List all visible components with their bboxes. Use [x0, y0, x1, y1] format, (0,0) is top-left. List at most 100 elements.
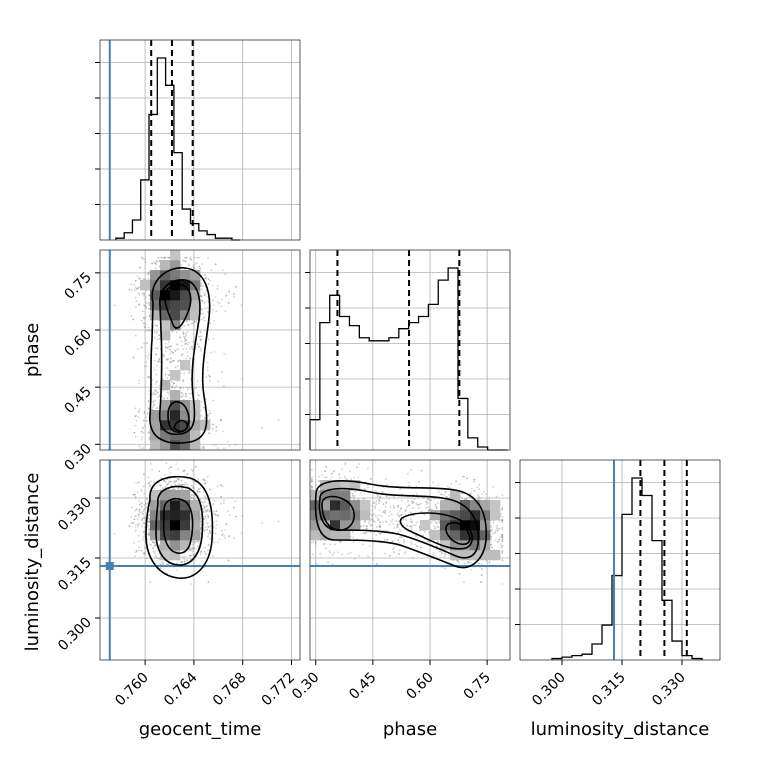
- scatter-point: [228, 514, 231, 517]
- scatter-point: [193, 321, 196, 323]
- scatter-point: [199, 339, 202, 341]
- scatter-point: [233, 293, 235, 295]
- panel-background: [100, 40, 300, 240]
- scatter-point: [166, 391, 169, 394]
- scatter-point: [143, 410, 146, 413]
- scatter-point: [154, 383, 157, 385]
- scatter-point: [183, 336, 186, 338]
- scatter-point: [171, 330, 174, 333]
- scatter-point: [147, 329, 150, 332]
- scatter-point: [151, 468, 154, 471]
- density-cell: [170, 250, 181, 261]
- scatter-point: [151, 262, 154, 265]
- scatter-point: [191, 543, 194, 545]
- scatter-point: [185, 320, 188, 323]
- scatter-point: [168, 480, 171, 482]
- scatter-point: [207, 526, 210, 528]
- scatter-point: [213, 541, 216, 544]
- scatter-point: [141, 512, 144, 515]
- scatter-point: [213, 499, 216, 502]
- scatter-point: [186, 386, 188, 389]
- scatter-point: [208, 418, 211, 420]
- scatter-point: [140, 346, 143, 349]
- scatter-point: [134, 280, 137, 282]
- scatter-point: [182, 335, 185, 338]
- scatter-point: [134, 529, 137, 532]
- scatter-point: [143, 516, 146, 519]
- scatter-point: [154, 544, 157, 547]
- scatter-point: [182, 353, 185, 355]
- scatter-point: [137, 534, 140, 537]
- scatter-point: [168, 369, 171, 372]
- scatter-point: [182, 259, 184, 262]
- scatter-point: [191, 479, 194, 482]
- scatter-point: [212, 443, 215, 446]
- scatter-point: [142, 292, 145, 295]
- scatter-point: [240, 304, 243, 306]
- scatter-point: [209, 412, 212, 415]
- scatter-point: [164, 346, 167, 349]
- scatter-point: [135, 288, 138, 290]
- scatter-point: [206, 523, 209, 525]
- scatter-point: [224, 537, 227, 539]
- scatter-point: [143, 317, 146, 320]
- scatter-point: [180, 354, 183, 356]
- scatter-point: [152, 392, 155, 394]
- scatter-point: [206, 369, 209, 372]
- scatter-point: [169, 353, 172, 355]
- density-cell: [150, 300, 161, 311]
- scatter-point: [224, 273, 227, 276]
- scatter-point: [195, 320, 198, 323]
- scatter-point: [216, 485, 219, 487]
- scatter-point: [202, 300, 204, 303]
- scatter-point: [113, 304, 116, 307]
- scatter-point: [144, 329, 147, 332]
- scatter-point: [191, 541, 194, 543]
- scatter-point: [166, 357, 169, 360]
- scatter-point: [176, 343, 179, 346]
- scatter-point: [202, 285, 204, 288]
- scatter-point: [189, 347, 191, 350]
- scatter-point: [143, 411, 146, 414]
- scatter-point: [153, 360, 156, 362]
- scatter-point: [147, 499, 150, 502]
- scatter-point: [174, 350, 177, 352]
- scatter-point: [171, 360, 174, 363]
- scatter-point: [145, 365, 148, 368]
- scatter-point: [144, 323, 147, 325]
- scatter-point: [175, 569, 178, 571]
- scatter-point: [215, 426, 218, 428]
- scatter-point: [204, 277, 207, 279]
- scatter-point: [220, 305, 222, 308]
- scatter-point: [204, 293, 207, 295]
- scatter-point: [207, 338, 210, 341]
- scatter-point: [155, 353, 157, 356]
- scatter-point: [205, 521, 208, 524]
- scatter-point: [192, 340, 195, 343]
- scatter-point: [147, 524, 150, 527]
- scatter-point: [131, 506, 133, 509]
- scatter-point: [146, 412, 149, 414]
- scatter-point: [203, 406, 205, 409]
- scatter-point: [174, 366, 177, 369]
- scatter-point: [223, 352, 226, 355]
- scatter-point: [145, 355, 148, 358]
- scatter-point: [175, 463, 178, 466]
- scatter-point: [215, 310, 218, 313]
- scatter-point: [138, 382, 140, 385]
- scatter-point: [142, 257, 145, 260]
- scatter-point: [134, 509, 137, 512]
- scatter-point: [220, 371, 223, 374]
- scatter-point: [208, 537, 211, 540]
- density-cell: [160, 260, 171, 271]
- scatter-point: [173, 382, 176, 385]
- scatter-point: [186, 351, 189, 353]
- scatter-point: [212, 423, 214, 426]
- scatter-point: [165, 358, 168, 361]
- scatter-point: [163, 397, 165, 400]
- scatter-point: [165, 462, 168, 465]
- density-cell: [190, 280, 201, 291]
- scatter-point: [132, 356, 135, 359]
- scatter-point: [212, 423, 214, 426]
